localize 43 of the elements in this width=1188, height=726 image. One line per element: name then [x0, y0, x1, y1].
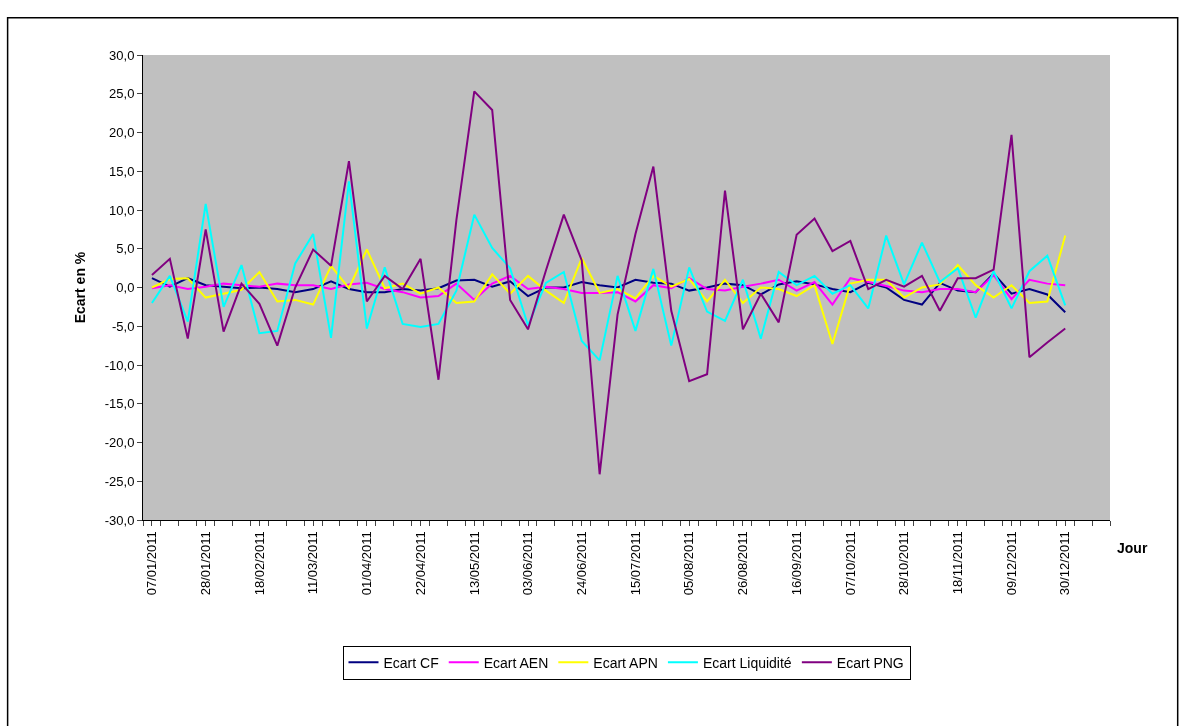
x-tick-label: 09/12/2011 — [1003, 531, 1019, 596]
x-tick-label: 16/09/2011 — [788, 531, 804, 596]
x-tick-label: 26/08/2011 — [735, 531, 751, 596]
y-tick-label: -25,0 — [104, 473, 135, 489]
x-tick-label: 18/11/2011 — [950, 531, 966, 595]
x-tick-label: 11/03/2011 — [305, 531, 321, 595]
line-series — [150, 234, 1067, 346]
x-tick-label: 03/06/2011 — [520, 531, 536, 596]
line-series — [150, 274, 1067, 306]
x-tick-label: 28/01/2011 — [197, 531, 213, 596]
x-tick-label: 30/12/2011 — [1057, 531, 1073, 596]
legend-label: Ecart CF — [383, 654, 439, 671]
y-tick-label: -15,0 — [104, 396, 135, 412]
y-tick-label: 25,0 — [109, 86, 135, 102]
x-tick-label: 15/07/2011 — [627, 531, 643, 596]
y-axis-title: Ecart en % — [72, 251, 89, 324]
legend-label: Ecart PNG — [836, 654, 904, 671]
x-axis-title: Jour — [1117, 540, 1148, 556]
y-tick-label: 15,0 — [109, 163, 135, 179]
x-tick-label: 28/10/2011 — [896, 531, 912, 596]
x-tick-label: 07/10/2011 — [842, 531, 858, 596]
x-tick-label: 18/02/2011 — [251, 531, 267, 596]
line-series — [150, 90, 1067, 476]
x-tick-label: 13/05/2011 — [466, 531, 482, 596]
legend-label: Ecart AEN — [483, 654, 549, 671]
y-tick-label: 10,0 — [109, 202, 135, 218]
x-tick-label: 07/01/2011 — [144, 531, 160, 596]
x-tick-label: 01/04/2011 — [359, 531, 375, 596]
line-series — [150, 180, 1067, 362]
y-tick-label: 5,0 — [116, 241, 135, 257]
y-tick-label: -30,0 — [104, 512, 135, 528]
y-tick-label: 20,0 — [109, 125, 135, 141]
x-tick-label: 05/08/2011 — [681, 531, 697, 596]
legend-label: Ecart Liquidité — [702, 654, 792, 671]
y-tick-label: 0,0 — [116, 280, 135, 296]
x-tick-label: 24/06/2011 — [573, 531, 589, 596]
x-tick-label: 22/04/2011 — [412, 531, 428, 596]
legend-label: Ecart APN — [593, 654, 658, 671]
y-tick-label: 30,0 — [109, 47, 135, 63]
y-tick-label: -10,0 — [104, 357, 135, 373]
y-tick-label: -20,0 — [104, 435, 135, 451]
line-series — [150, 272, 1067, 314]
y-tick-label: -5,0 — [111, 318, 135, 334]
